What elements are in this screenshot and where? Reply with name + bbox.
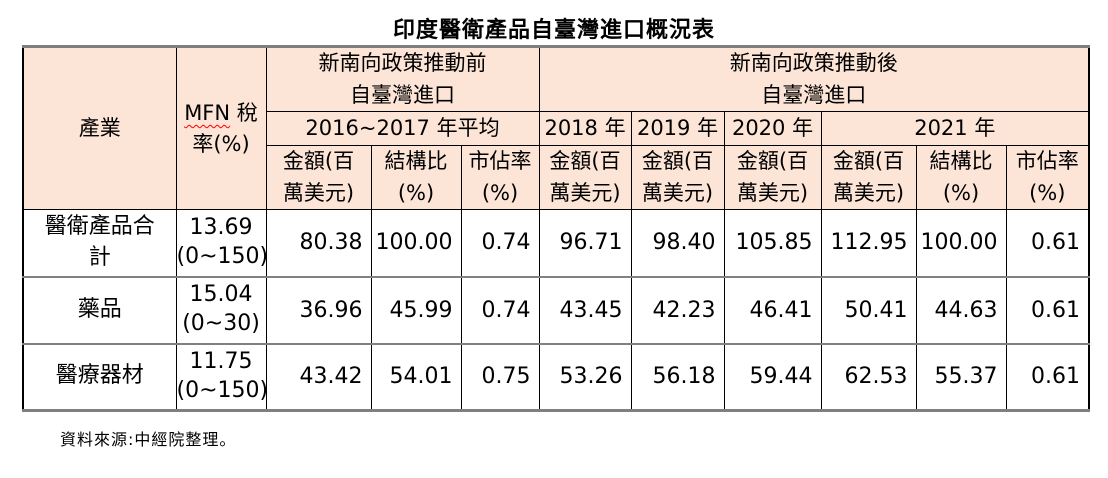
value-cell: 100.00 [915, 209, 1007, 277]
header-mfn-rate-cell: MFN 稅率(%) [175, 46, 267, 210]
value-cell: 50.41 [820, 275, 917, 344]
pre-policy-line2: 自臺灣進口 [350, 82, 455, 107]
header-amount-cell: 金額(百 萬美元) [265, 145, 372, 210]
mfn-rate-cell: 15.04 (0~30) [175, 275, 267, 344]
industry-cell: 藥品 [22, 275, 177, 344]
value-cell: 53.26 [538, 342, 632, 411]
header-year-2018-cell: 2018 年 [538, 111, 632, 146]
header-amount-cell: 金額(百 萬美元) [820, 145, 917, 210]
post-policy-line1: 新南向政策推動後 [729, 51, 898, 75]
header-pre-period-cell: 2016~2017 年平均 [265, 111, 540, 146]
header-post-policy-cell: 新南向政策推動後 自臺灣進口 [538, 46, 1090, 112]
value-cell: 55.37 [915, 342, 1007, 411]
value-cell: 45.99 [370, 275, 462, 344]
header-amount-cell: 金額(百 萬美元) [538, 145, 632, 210]
table-row-total: 醫衛產品合計 13.69 (0~150) 80.38 100.00 0.74 9… [22, 209, 1090, 277]
value-cell: 56.18 [630, 342, 725, 411]
header-year-2019-cell: 2019 年 [630, 111, 725, 146]
post-policy-line2: 自臺灣進口 [761, 82, 867, 107]
mfn-rate-cell: 11.75 (0~150) [175, 342, 267, 411]
header-industry-cell: 產業 [22, 46, 177, 210]
value-cell: 0.61 [1005, 209, 1090, 277]
page-title: 印度醫衛產品自臺灣進口概況表 [392, 18, 715, 43]
header-structure-ratio-cell: 結構比 (%) [370, 145, 462, 210]
header-pre-policy-cell: 新南向政策推動前 自臺灣進口 [265, 46, 540, 112]
value-cell: 0.74 [460, 275, 540, 344]
mfn-label: MFN [184, 101, 231, 126]
value-cell: 54.01 [370, 342, 462, 411]
pre-policy-line1: 新南向政策推動前 [318, 51, 487, 75]
mfn-rate-cell: 13.69 (0~150) [175, 209, 267, 277]
value-cell: 62.53 [820, 342, 917, 411]
value-cell: 98.40 [630, 209, 725, 277]
value-cell: 43.42 [265, 342, 372, 411]
value-cell: 36.96 [265, 275, 372, 344]
value-cell: 44.63 [915, 275, 1007, 344]
value-cell: 112.95 [820, 209, 917, 277]
value-cell: 105.85 [723, 209, 822, 277]
header-structure-ratio-cell: 結構比 (%) [915, 145, 1007, 210]
value-cell: 100.00 [370, 209, 462, 277]
import-overview-table: 產業 MFN 稅率(%) 新南向政策推動前 自臺灣進口 新南向政策推動後 自臺灣… [22, 45, 1091, 412]
header-year-2020-cell: 2020 年 [723, 111, 822, 146]
mfn-rate-label: 稅率(%) [192, 101, 258, 156]
value-cell: 0.74 [460, 209, 540, 277]
value-cell: 0.61 [1005, 342, 1090, 411]
industry-cell: 醫衛產品合計 [22, 209, 177, 277]
value-cell: 46.41 [723, 275, 822, 344]
value-cell: 42.23 [630, 275, 725, 344]
header-amount-cell: 金額(百 萬美元) [630, 145, 725, 210]
table-row-devices: 醫療器材 11.75 (0~150) 43.42 54.01 0.75 53.2… [22, 342, 1090, 411]
header-year-2021-cell: 2021 年 [820, 111, 1090, 146]
source-note: 資料來源:中經院整理。 [60, 430, 237, 449]
value-cell: 0.75 [460, 342, 540, 411]
header-market-share-cell: 市佔率 (%) [1005, 145, 1090, 210]
value-cell: 0.61 [1005, 275, 1090, 344]
header-market-share-cell: 市佔率 (%) [460, 145, 540, 210]
value-cell: 80.38 [265, 209, 372, 277]
table-row-pharma: 藥品 15.04 (0~30) 36.96 45.99 0.74 43.45 4… [22, 275, 1090, 344]
value-cell: 59.44 [723, 342, 822, 411]
value-cell: 43.45 [538, 275, 632, 344]
header-amount-cell: 金額(百 萬美元) [723, 145, 822, 210]
industry-cell: 醫療器材 [22, 342, 177, 411]
value-cell: 96.71 [538, 209, 632, 277]
